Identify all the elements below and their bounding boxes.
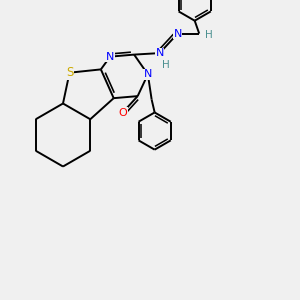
Text: S: S (66, 66, 73, 79)
Text: N: N (144, 69, 152, 79)
Text: H: H (205, 30, 213, 40)
Text: N: N (155, 48, 164, 58)
Text: H: H (162, 59, 170, 70)
Text: N: N (106, 52, 114, 62)
Text: O: O (118, 108, 127, 118)
Text: N: N (173, 28, 182, 39)
